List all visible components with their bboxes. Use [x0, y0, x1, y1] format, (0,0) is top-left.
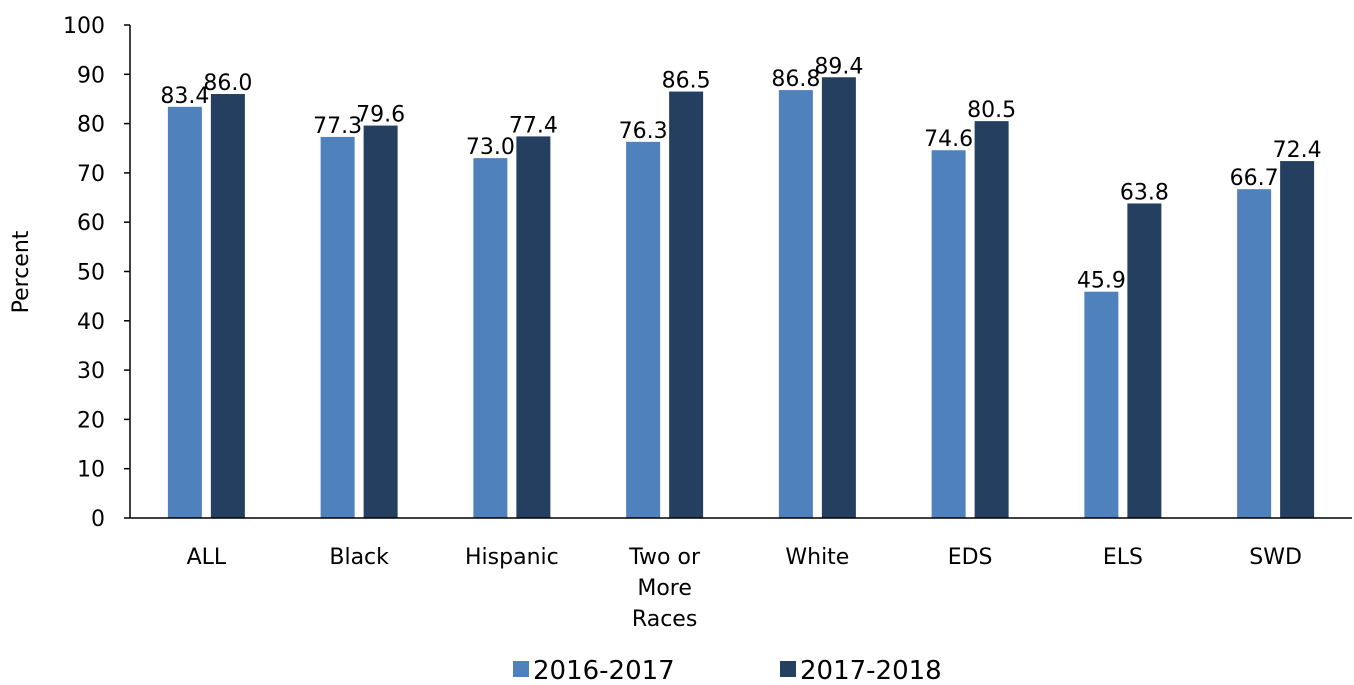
x-category-label-line: EDS	[948, 545, 993, 570]
data-labels: 83.486.0 77.379.6 73.077.4 76.3 86.5 86.889.4…	[160, 54, 1321, 293]
y-tick-label: 70	[77, 162, 105, 187]
x-axis-labels: ALL Black Hispanic Two or More Races White EDS E…	[187, 545, 1302, 632]
data-label: 86.0	[203, 71, 252, 96]
x-category-label: EDS	[948, 545, 993, 570]
x-category-label-line: ELS	[1103, 545, 1143, 570]
data-label: 83.4	[160, 84, 209, 109]
x-category-label-line: Two or	[628, 545, 701, 570]
y-tick-label: 80	[77, 113, 105, 138]
x-category-label: SWD	[1249, 545, 1302, 570]
x-category-label: Hispanic	[465, 545, 559, 570]
data-label: 86.8	[771, 67, 820, 92]
y-tick-label: 20	[77, 408, 105, 433]
x-category-label-line: Black	[329, 545, 389, 570]
x-category-label: Two or More Races	[628, 545, 701, 632]
y-tick-label: 30	[77, 359, 105, 384]
legend-swatch	[513, 661, 529, 677]
bar-2016-2017-hispanic	[473, 158, 508, 519]
x-category-label: White	[785, 545, 849, 570]
data-label: 80.5	[967, 98, 1016, 123]
bar-2017-2018-eds	[974, 121, 1009, 518]
data-label: 77.4	[509, 113, 558, 138]
bar-2017-2018-els	[1127, 203, 1162, 518]
data-label: 79.6	[356, 103, 405, 128]
y-axis-ticks: 0 10 20 30 40 50 60 70 80 90 100	[63, 14, 130, 532]
x-category-label-line: More	[637, 576, 692, 601]
y-tick-label: 90	[77, 63, 105, 88]
data-label: 45.9	[1077, 269, 1126, 294]
bars	[167, 77, 1315, 519]
y-tick-label: 10	[77, 458, 105, 483]
data-label: 86.5	[662, 69, 711, 94]
y-tick-label: 60	[77, 211, 105, 236]
bar-2016-2017-all	[167, 106, 202, 518]
bar-2016-2017-swd	[1237, 189, 1272, 518]
x-category-label-line: Races	[632, 607, 697, 632]
data-label: 73.0	[466, 135, 515, 160]
bar-2017-2018-all	[210, 94, 245, 519]
bar-2016-2017-els	[1084, 291, 1119, 518]
bar-2017-2018-swd	[1280, 161, 1315, 518]
bar-2016-2017-eds	[931, 150, 966, 519]
bar-2016-2017-black	[320, 136, 355, 518]
data-label: 72.4	[1273, 138, 1322, 163]
y-tick-label: 40	[77, 310, 105, 335]
x-category-label-line: White	[785, 545, 849, 570]
legend-label: 2017-2018	[800, 656, 942, 685]
x-category-label: Black	[329, 545, 389, 570]
y-tick-label: 0	[91, 507, 105, 532]
y-tick-label: 100	[63, 14, 105, 39]
x-category-label-line: SWD	[1249, 545, 1302, 570]
legend-swatch	[780, 661, 796, 677]
bar-2017-2018-two-or-more-races	[669, 91, 704, 519]
x-category-label: ALL	[187, 545, 227, 570]
data-label: 66.7	[1230, 166, 1279, 191]
x-category-label: ELS	[1103, 545, 1143, 570]
x-category-label-line: Hispanic	[465, 545, 559, 570]
data-label: 77.3	[313, 114, 362, 139]
data-label: 63.8	[1120, 180, 1169, 205]
y-tick-label: 50	[77, 261, 105, 286]
x-category-label-line: ALL	[187, 545, 227, 570]
data-label: 74.6	[924, 127, 973, 152]
data-label: 76.3	[619, 119, 668, 144]
bar-2017-2018-white	[821, 77, 856, 519]
bar-2017-2018-black	[363, 125, 398, 519]
legend: 2016-2017 2017-2018	[513, 656, 942, 685]
data-label: 89.4	[814, 54, 863, 79]
bar-2016-2017-white	[778, 90, 813, 519]
bar-2016-2017-two-or-more-races	[626, 141, 661, 518]
bar-2017-2018-hispanic	[516, 136, 551, 518]
y-axis-title: Percent	[9, 230, 34, 313]
legend-label: 2016-2017	[533, 656, 675, 685]
